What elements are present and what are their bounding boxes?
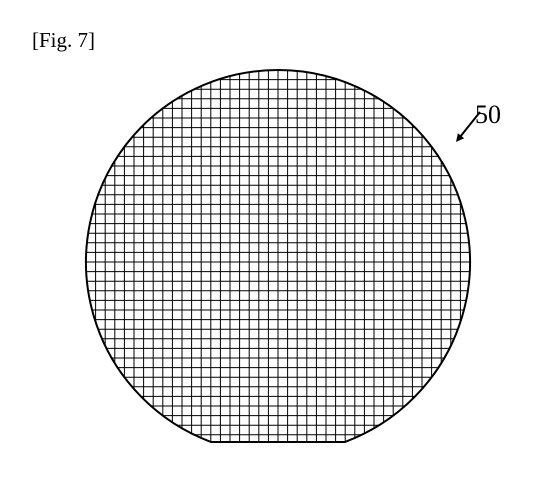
wafer-diagram (0, 0, 556, 503)
figure-container: [Fig. 7] 50 (0, 0, 556, 503)
